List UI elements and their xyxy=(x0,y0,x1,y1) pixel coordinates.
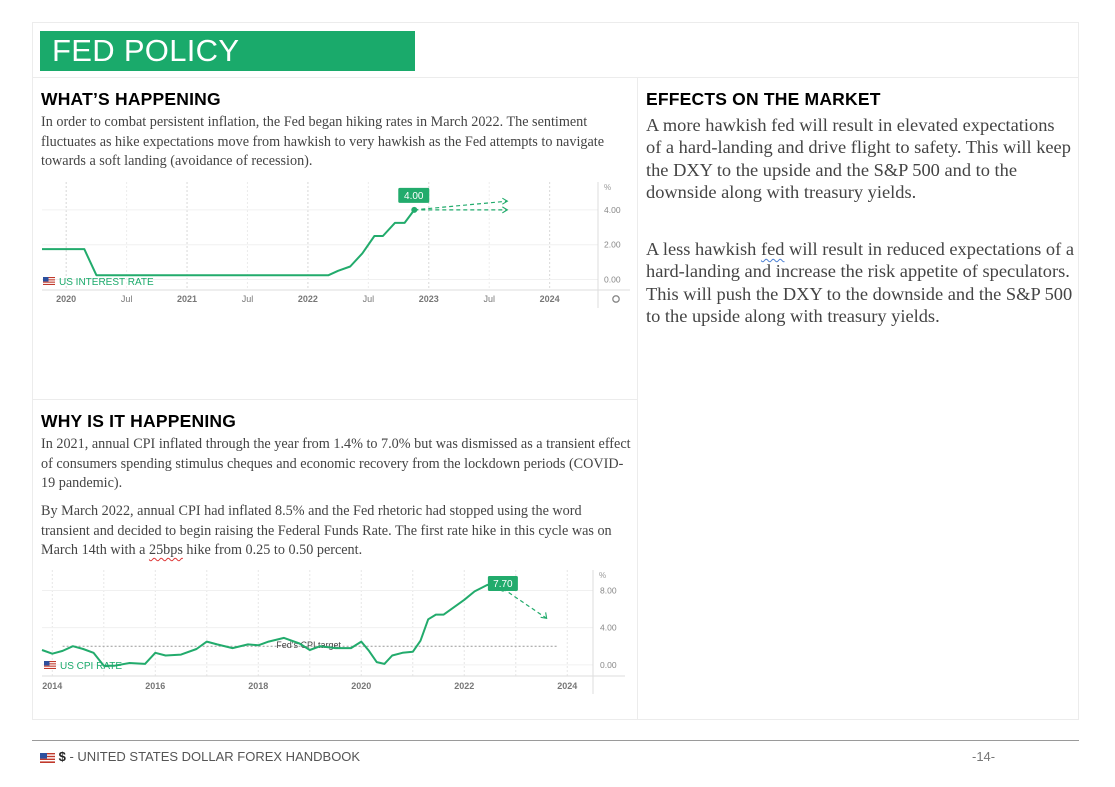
forecast-line xyxy=(414,200,508,211)
text-run: hike from 0.25 to 0.50 percent. xyxy=(182,542,363,559)
us-flag-icon xyxy=(40,752,55,763)
footer-title-text: - UNITED STATES DOLLAR FOREX HANDBOOK xyxy=(65,749,361,764)
x-tick-label: 2024 xyxy=(557,681,577,691)
divider xyxy=(32,77,1079,78)
column-divider xyxy=(637,77,638,720)
last-value-label: 4.00 xyxy=(404,191,424,202)
section-text-effects-2: A less hawkish fed will result in reduce… xyxy=(646,238,1074,328)
y-tick-label: 2.00 xyxy=(604,240,621,250)
forecast-line xyxy=(502,588,547,619)
x-tick-label: Jul xyxy=(242,294,254,304)
x-tick-label: Jul xyxy=(121,294,133,304)
interest-rate-chart-svg: 2020 Jul 2021 Jul 2022 Jul 2023 Jul 2024 0.00 2.00… xyxy=(42,182,630,308)
y-tick-label: 4.00 xyxy=(604,205,621,215)
x-tick-label: 2023 xyxy=(419,294,439,304)
flag-stripe xyxy=(43,277,55,279)
spellcheck-word: fed xyxy=(760,239,785,259)
settings-icon xyxy=(612,295,620,303)
x-tick-label: 2021 xyxy=(177,294,197,304)
section-heading-effects: EFFECTS ON THE MARKET xyxy=(646,89,881,109)
chart-legend-title: US CPI RATE xyxy=(60,661,122,672)
y-tick-label: 8.00 xyxy=(600,585,617,595)
flag-stripe xyxy=(43,283,55,285)
last-value-badge xyxy=(398,187,430,203)
text-run: By March 2022, annual CPI had inflated 8… xyxy=(41,503,612,559)
page-frame xyxy=(32,22,1079,720)
footer-divider xyxy=(32,740,1079,741)
flag-stripe xyxy=(43,281,55,283)
x-tick-label: Jul xyxy=(483,294,495,304)
us-flag-icon xyxy=(44,661,56,669)
last-value-label: 7.70 xyxy=(493,579,513,590)
flag-stripe xyxy=(44,661,56,663)
x-tick-label: 2016 xyxy=(145,681,165,691)
section-text-why-2: By March 2022, annual CPI had inflated 8… xyxy=(41,502,631,561)
footer-title: $ - UNITED STATES DOLLAR FOREX HANDBOOK xyxy=(40,749,360,764)
section-text-why-1: In 2021, annual CPI inflated through the… xyxy=(41,436,631,492)
flag-stripe xyxy=(44,665,56,667)
x-tick-label: 2020 xyxy=(351,681,371,691)
x-tick-label: 2022 xyxy=(454,681,474,691)
forecast-arrow-icon xyxy=(540,612,548,620)
x-tick-label: 2018 xyxy=(248,681,268,691)
section-divider xyxy=(32,399,637,400)
y-tick-label: 4.00 xyxy=(600,623,617,633)
section-heading-why: WHY IS IT HAPPENING xyxy=(41,411,237,431)
chart-legend-title: US INTEREST RATE xyxy=(59,277,154,288)
cpi-target-label: Fed's CPI target xyxy=(276,640,341,650)
y-axis-unit: % xyxy=(604,183,611,192)
section-text-effects-1: A more hawkish fed will result in elevat… xyxy=(646,115,1071,203)
cpi-rate-chart-svg: 2014 2016 2018 2020 2022 2024 0.00 4.00 8.00% Fed… xyxy=(41,570,625,694)
flag-canton xyxy=(44,661,50,666)
cpi-series-line xyxy=(41,583,504,667)
x-tick-label: 2014 xyxy=(42,681,62,691)
forecast-arrow-icon xyxy=(502,206,509,214)
interest-rate-series-line xyxy=(42,209,416,277)
section-text-happening: In order to combat persistent inflation,… xyxy=(41,114,605,170)
cpi-rate-chart: 2014 2016 2018 2020 2022 2024 0.00 4.00 8.00% Fed… xyxy=(37,568,637,703)
y-tick-label: 0.00 xyxy=(604,275,621,285)
text-run: will result in reduced expectations of a… xyxy=(646,239,1074,327)
flag-canton xyxy=(43,277,49,282)
flag-field xyxy=(44,661,56,669)
flag-field xyxy=(43,277,55,285)
x-tick-label: 2020 xyxy=(56,294,76,304)
y-tick-label: 0.00 xyxy=(600,660,617,670)
forecast-arrow-icon xyxy=(502,197,509,205)
section-heading-happening: WHAT’S HAPPENING xyxy=(41,89,221,109)
flag-stripe xyxy=(44,667,56,669)
interest-rate-chart: 2020 Jul 2021 Jul 2022 Jul 2023 Jul 2024 0.00 2.00… xyxy=(37,180,637,317)
page-title: FED POLICY NARRATIVE xyxy=(40,31,415,108)
flag-stripe xyxy=(43,279,55,281)
x-tick-label: Jul xyxy=(363,294,375,304)
us-flag-icon xyxy=(43,277,55,285)
currency-symbol: $ xyxy=(58,749,66,764)
last-value-badge xyxy=(487,576,518,591)
last-value-dot xyxy=(411,206,418,213)
flag-stripe xyxy=(44,663,56,665)
x-tick-label: 2024 xyxy=(540,294,560,304)
x-tick-label: 2022 xyxy=(298,294,318,304)
text-run: A less hawkish xyxy=(646,239,761,259)
page-number: -14- xyxy=(972,749,996,764)
y-axis-unit: % xyxy=(599,571,606,580)
spellcheck-word: 25bps xyxy=(148,542,183,559)
